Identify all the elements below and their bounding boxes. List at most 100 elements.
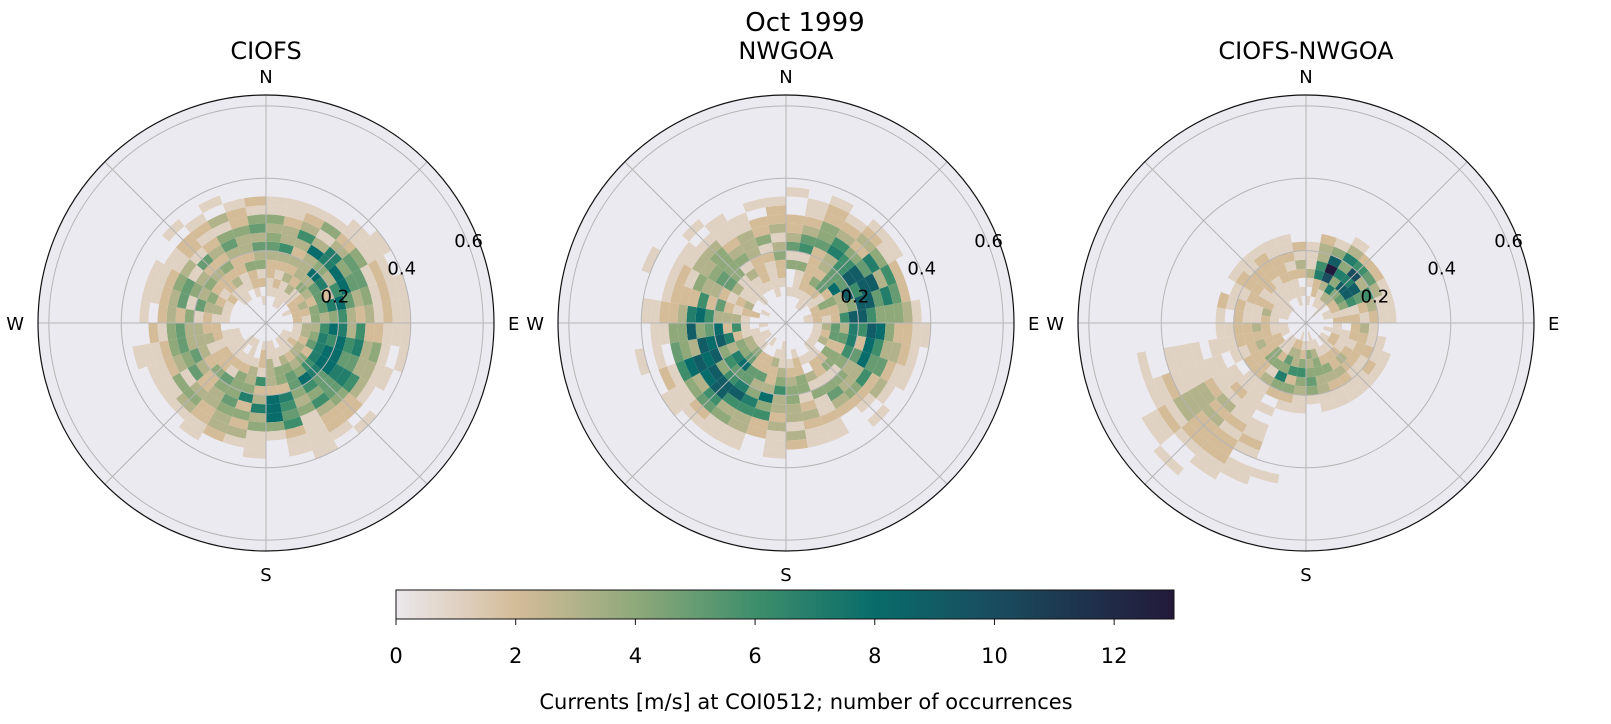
histogram-bin	[1306, 376, 1317, 387]
histogram-bin	[1269, 377, 1285, 392]
histogram-bin	[1280, 309, 1291, 317]
histogram-bin	[360, 264, 377, 286]
compass-label-w: W	[6, 314, 24, 335]
histogram-bin	[187, 363, 204, 382]
radial-tick-label: 0.2	[1361, 286, 1390, 307]
histogram-bin	[1296, 268, 1306, 279]
histogram-bin	[211, 350, 225, 364]
histogram-bin	[283, 416, 304, 430]
histogram-bin	[875, 305, 886, 323]
histogram-bin	[342, 292, 356, 309]
histogram-bin	[776, 268, 786, 279]
histogram-bin	[344, 273, 360, 293]
histogram-bin	[231, 332, 243, 342]
histogram-bin	[364, 304, 375, 323]
histogram-bin	[722, 323, 733, 334]
histogram-bin	[1346, 385, 1365, 402]
histogram-bin	[855, 259, 873, 278]
histogram-bin	[309, 432, 334, 451]
histogram-bin	[811, 327, 822, 336]
histogram-bin	[837, 301, 849, 314]
histogram-bin	[1287, 269, 1299, 281]
histogram-bin	[837, 332, 849, 345]
histogram-bin	[727, 212, 749, 229]
histogram-bin	[879, 340, 893, 361]
histogram-bin	[272, 357, 282, 368]
histogram-bin	[1219, 368, 1237, 387]
histogram-bin	[328, 282, 343, 299]
histogram-bin	[306, 385, 325, 402]
histogram-bin	[317, 301, 329, 314]
histogram-bin	[280, 233, 297, 247]
histogram-bin	[1237, 286, 1252, 302]
histogram-bin	[1274, 370, 1288, 383]
histogram-bin	[807, 254, 823, 269]
histogram-bin	[175, 323, 186, 339]
histogram-bin	[770, 357, 780, 368]
histogram-bin	[324, 413, 348, 433]
histogram-bin	[1278, 362, 1291, 375]
histogram-bin	[1195, 447, 1225, 472]
histogram-bin	[770, 403, 786, 414]
histogram-bin	[1350, 313, 1361, 323]
histogram-bin	[1278, 271, 1291, 284]
histogram-bin	[301, 323, 312, 331]
histogram-bin	[839, 312, 850, 323]
histogram-bin	[786, 403, 802, 414]
histogram-bin	[862, 337, 876, 354]
histogram-bin	[856, 277, 872, 296]
histogram-bin	[773, 250, 786, 261]
histogram-bin	[751, 224, 771, 238]
histogram-bin	[743, 300, 755, 311]
histogram-bin	[743, 335, 755, 346]
histogram-bin	[821, 315, 832, 323]
histogram-bin	[1207, 338, 1221, 358]
angular-gridline	[1305, 161, 1468, 324]
histogram-bin	[738, 288, 752, 301]
histogram-bin	[751, 408, 771, 422]
histogram-bin	[1247, 417, 1269, 434]
compass-label-w: W	[526, 314, 544, 335]
histogram-bin	[222, 433, 246, 448]
histogram-bin	[786, 358, 794, 369]
histogram-bin	[786, 259, 797, 270]
histogram-bin	[1224, 456, 1254, 477]
histogram-bin	[287, 377, 303, 392]
histogram-bin	[764, 438, 786, 450]
histogram-bin	[1293, 250, 1306, 261]
histogram-bin	[809, 304, 821, 314]
histogram-bin	[266, 376, 277, 387]
histogram-bin	[715, 270, 731, 287]
histogram-bin	[184, 308, 195, 323]
histogram-bin	[803, 313, 813, 320]
histogram-bin	[686, 323, 697, 341]
histogram-bin	[325, 298, 338, 312]
histogram-bin	[1172, 345, 1187, 370]
histogram-bin	[1333, 364, 1347, 378]
histogram-bin	[252, 338, 260, 349]
histogram-bin	[1271, 275, 1284, 289]
histogram-bin	[1295, 259, 1306, 270]
histogram-bin	[1368, 323, 1379, 336]
histogram-bin	[216, 401, 236, 417]
histogram-bin	[844, 213, 868, 233]
histogram-bin	[1243, 276, 1258, 292]
histogram-bin	[305, 295, 318, 308]
histogram-bin	[745, 268, 759, 282]
histogram-bin	[848, 347, 863, 364]
histogram-bin	[219, 260, 235, 275]
histogram-bin	[359, 285, 373, 306]
histogram-bin	[691, 253, 710, 274]
histogram-bin	[1306, 349, 1313, 360]
histogram-bin	[722, 312, 733, 323]
histogram-bin	[760, 309, 771, 317]
histogram-bin	[1250, 467, 1280, 484]
histogram-bin	[876, 381, 896, 405]
histogram-bin	[372, 302, 384, 323]
histogram-bin	[293, 393, 312, 409]
histogram-bin	[132, 345, 147, 370]
histogram-bin	[1319, 332, 1330, 341]
histogram-bin	[139, 301, 151, 323]
histogram-bin	[385, 276, 400, 301]
histogram-bin	[892, 302, 904, 323]
